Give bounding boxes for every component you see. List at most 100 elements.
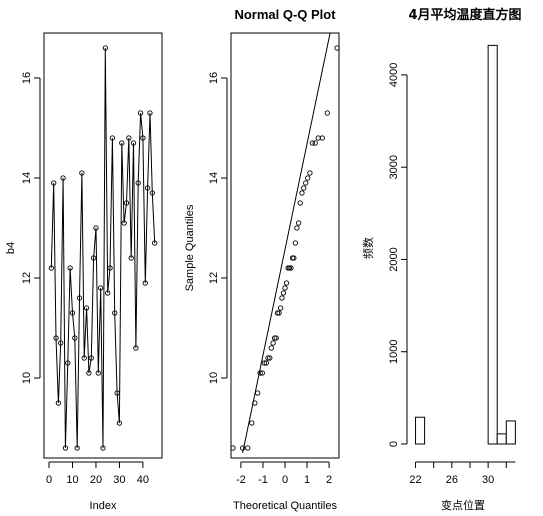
- data-point: [144, 185, 151, 191]
- data-point: [112, 310, 118, 316]
- data-point: [140, 135, 146, 141]
- plot-frame: [230, 32, 340, 459]
- qq-point: [263, 360, 269, 366]
- data-point: [48, 265, 54, 271]
- qq-point: [299, 190, 305, 196]
- qq-point: [277, 305, 284, 311]
- qq-point: [294, 225, 300, 231]
- x-tick-label: -2: [236, 474, 246, 486]
- y-tick-label: 16: [208, 72, 220, 84]
- y-tick-label: 14: [208, 172, 220, 184]
- data-point: [72, 335, 78, 341]
- qq-point: [309, 140, 315, 146]
- chart-title: Normal Q-Q Plot: [234, 7, 336, 22]
- x-axis-label: Index: [90, 500, 117, 512]
- qq-point: [249, 420, 255, 426]
- y-tick-label: 1000: [388, 339, 400, 363]
- data-point: [147, 110, 153, 116]
- y-axis-label: Sample Quantiles: [184, 204, 196, 291]
- data-point: [51, 180, 57, 186]
- data-point: [133, 345, 139, 351]
- x-tick-label: -1: [258, 474, 268, 486]
- qq-points: [230, 45, 340, 451]
- series-points: [48, 45, 158, 451]
- histogram-bars: [415, 44, 516, 445]
- y-tick-label: 12: [21, 272, 33, 284]
- qq-point: [273, 335, 279, 341]
- data-point: [128, 255, 134, 261]
- x-axis: -2 -1 0 1 2: [236, 461, 332, 486]
- index-plot: 0 10 20 30 40 10 12 14 16 Index b4: [5, 32, 163, 512]
- histogram-bar: [505, 420, 516, 445]
- histogram-bar: [415, 416, 426, 445]
- data-point: [74, 445, 80, 451]
- x-tick-label: 26: [446, 474, 458, 486]
- qq-point: [303, 180, 309, 186]
- data-point: [149, 190, 155, 196]
- qq-point: [324, 110, 330, 116]
- qq-point: [279, 295, 285, 301]
- y-tick-label: 10: [21, 372, 33, 384]
- y-axis: 10 12 14 16: [208, 72, 228, 384]
- qq-point: [261, 360, 267, 366]
- data-point: [58, 340, 64, 346]
- data-point: [86, 370, 92, 376]
- y-tick-label: 10: [208, 372, 220, 384]
- qq-point: [297, 200, 303, 206]
- x-tick-label: 40: [137, 474, 149, 486]
- x-axis: 0 10 20 30 40: [46, 461, 149, 486]
- x-tick-label: 0: [46, 474, 52, 486]
- data-point: [93, 225, 99, 231]
- qq-point: [296, 220, 302, 226]
- data-point: [100, 445, 106, 451]
- qq-point: [286, 265, 293, 271]
- x-tick-label: 30: [482, 474, 494, 486]
- data-point: [53, 335, 59, 341]
- qq-point: [271, 335, 278, 341]
- histogram-bar: [496, 433, 507, 445]
- qq-point: [274, 310, 281, 316]
- x-axis-label: 变点位置: [441, 498, 485, 512]
- qq-point: [255, 390, 261, 396]
- qq-point: [230, 445, 236, 451]
- x-tick-label: 0: [282, 474, 288, 486]
- y-axis: 10 12 14 16: [21, 72, 41, 384]
- qq-point: [276, 310, 282, 316]
- qq-point: [252, 400, 258, 406]
- y-tick-label: 16: [21, 72, 33, 84]
- chart-title: 4月平均温度直方图: [408, 7, 521, 23]
- x-tick-label: 22: [409, 474, 421, 486]
- data-point: [114, 390, 120, 396]
- data-point: [79, 170, 85, 176]
- qq-point: [282, 285, 288, 291]
- plot-frame: [43, 32, 163, 459]
- y-axis-label: b4: [5, 242, 17, 254]
- data-point: [119, 140, 125, 146]
- data-point: [142, 280, 148, 286]
- y-tick-label: 4000: [388, 63, 400, 87]
- data-point: [62, 445, 69, 451]
- qq-point: [280, 290, 287, 296]
- qq-point: [305, 175, 311, 181]
- data-point: [69, 310, 76, 316]
- data-point: [81, 355, 87, 361]
- x-tick-label: 20: [90, 474, 102, 486]
- qq-point: [245, 445, 251, 451]
- qq-point: [307, 170, 313, 176]
- qq-point: [301, 185, 307, 191]
- data-point: [83, 305, 90, 311]
- x-tick-label: 2: [326, 474, 332, 486]
- data-point: [130, 140, 137, 146]
- y-tick-label: 2000: [388, 247, 400, 271]
- qq-point: [268, 345, 274, 351]
- data-point: [121, 220, 127, 226]
- data-point: [116, 420, 123, 426]
- data-point: [135, 180, 141, 186]
- qq-point: [265, 355, 271, 361]
- data-point: [107, 265, 113, 271]
- qq-point: [259, 370, 265, 376]
- data-point: [76, 295, 83, 301]
- y-tick-label: 14: [21, 172, 33, 184]
